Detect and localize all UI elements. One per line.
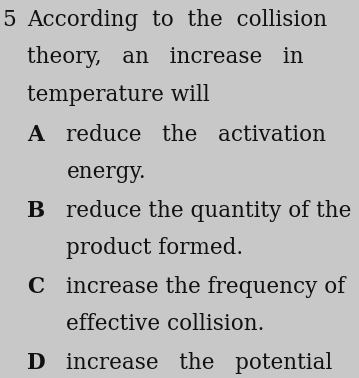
Text: C: C bbox=[27, 276, 44, 298]
Text: reduce the quantity of the: reduce the quantity of the bbox=[66, 200, 352, 222]
Text: product formed.: product formed. bbox=[66, 237, 243, 259]
Text: increase the frequency of: increase the frequency of bbox=[66, 276, 346, 298]
Text: B: B bbox=[27, 200, 45, 222]
Text: theory,   an   increase   in: theory, an increase in bbox=[27, 46, 304, 68]
Text: reduce   the   activation: reduce the activation bbox=[66, 124, 326, 146]
Text: increase   the   potential: increase the potential bbox=[66, 352, 333, 374]
Text: D: D bbox=[27, 352, 46, 374]
Text: energy.: energy. bbox=[66, 161, 146, 183]
Text: effective collision.: effective collision. bbox=[66, 313, 265, 335]
Text: According  to  the  collision: According to the collision bbox=[27, 9, 327, 31]
Text: 5: 5 bbox=[2, 9, 15, 31]
Text: A: A bbox=[27, 124, 44, 146]
Text: temperature will: temperature will bbox=[27, 84, 210, 105]
